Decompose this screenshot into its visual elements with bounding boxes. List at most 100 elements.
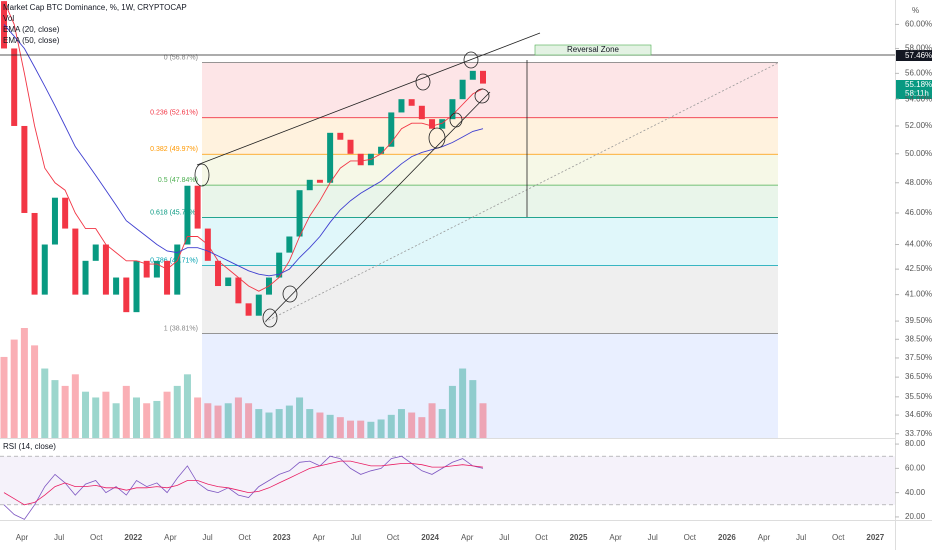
candle-body: [306, 179, 313, 191]
candle-body: [347, 139, 354, 154]
volume-bar: [316, 412, 324, 438]
x-tick-label: 2026: [718, 533, 736, 542]
price-tag: [896, 80, 932, 99]
candle-body: [480, 70, 486, 84]
candle-body: [143, 260, 150, 278]
candle-body: [215, 260, 222, 287]
fib-label: 0.5 (47.84%): [158, 177, 198, 184]
volume-bar: [204, 403, 212, 438]
y-tick-label: 36.50%: [905, 372, 932, 381]
candle-body: [378, 146, 385, 154]
volume-bar: [336, 417, 344, 438]
x-tick-label: Oct: [535, 533, 548, 542]
x-tick-label: Apr: [758, 533, 771, 542]
x-tick-label: Jul: [648, 533, 658, 542]
x-tick-label: Oct: [90, 533, 103, 542]
volume-bar: [92, 397, 100, 438]
y-tick-label: 48.00%: [905, 178, 932, 187]
fib-zone: [202, 117, 778, 155]
volume-bar: [51, 380, 59, 438]
circle: [194, 163, 210, 187]
candle-body: [11, 48, 18, 126]
x-tick-label: Jul: [499, 533, 509, 542]
volume-bar: [41, 368, 49, 438]
candle-body: [153, 260, 160, 278]
candle-body: [225, 277, 232, 287]
circle: [449, 112, 463, 128]
circle: [428, 127, 446, 149]
volume-bar: [459, 368, 467, 438]
y-tick-label: 46.00%: [905, 208, 932, 217]
candle-body: [113, 277, 120, 295]
x-tick-label: Apr: [609, 533, 622, 542]
unit-label: %: [912, 6, 919, 15]
volume-bar: [387, 414, 395, 438]
volume-bar: [224, 403, 232, 438]
volume-bar: [367, 421, 375, 438]
volume-bar: [306, 409, 314, 438]
candle-body: [72, 228, 79, 295]
wedge-upper: [196, 32, 541, 166]
x-tick-label: Jul: [202, 533, 212, 542]
y-tick-label: 38.50%: [905, 334, 932, 343]
candle-body: [276, 252, 283, 278]
volume-bar: [82, 391, 90, 438]
volume-bar: [194, 397, 202, 438]
candle-body: [174, 244, 181, 295]
volume-bar: [20, 328, 28, 438]
volume-bar: [214, 405, 222, 438]
x-tick-label: Oct: [238, 533, 251, 542]
volume-bar: [132, 397, 140, 438]
x-tick-label: 2023: [273, 533, 291, 542]
candle-body: [62, 197, 69, 229]
rsi-band: [0, 456, 895, 505]
candle-body: [235, 277, 242, 304]
candle-body: [31, 212, 38, 295]
candle-body: [184, 185, 191, 245]
fib-label: 0.382 (49.97%): [150, 146, 198, 153]
y-tick-label: 34.60%: [905, 410, 932, 419]
x-tick-label: Apr: [313, 533, 326, 542]
fib-zone: [202, 333, 778, 438]
candle-body: [123, 277, 130, 313]
volume-bar: [479, 403, 487, 438]
circle: [474, 88, 490, 104]
x-tick-label: Jul: [796, 533, 806, 542]
y-tick-label: 39.50%: [905, 316, 932, 325]
circle: [262, 308, 278, 328]
x-tick-label: Jul: [54, 533, 64, 542]
volume-bar: [71, 374, 79, 438]
y-tick-label: 52.00%: [905, 121, 932, 130]
y-tick-label: 44.00%: [905, 240, 932, 249]
y-tick-label: 42.50%: [905, 264, 932, 273]
y-tick-label: 50.00%: [905, 149, 932, 158]
x-tick-label: Jul: [351, 533, 361, 542]
volume-bar: [173, 385, 181, 438]
y-tick-label: 37.50%: [905, 353, 932, 362]
legend-item: EMA (50, close): [3, 36, 60, 45]
x-tick-label: Apr: [16, 533, 29, 542]
volume-bar: [265, 412, 273, 438]
fib-zone: [202, 265, 778, 334]
x-tick-label: Oct: [684, 533, 697, 542]
line: [3, 24, 484, 277]
annotation: Reversal Zone: [567, 45, 620, 54]
candle-body: [398, 99, 405, 113]
fib-label: 0.618 (45.71%): [150, 209, 198, 216]
volume-bar: [428, 403, 436, 438]
candle-body: [286, 236, 293, 253]
legend-item: EMA (20, close): [3, 25, 60, 34]
volume-bar: [153, 400, 161, 438]
candle-body: [337, 132, 344, 140]
candle-body: [429, 119, 436, 129]
fib-label: 0 (56.87%): [164, 54, 198, 61]
fib-label: 0.236 (52.61%): [150, 110, 198, 117]
candle-body: [164, 260, 171, 295]
candle-body: [245, 303, 252, 316]
circle: [415, 73, 431, 91]
candle-body: [102, 244, 109, 295]
volume-bar: [347, 420, 355, 438]
candle-body: [92, 244, 99, 261]
volume-bar: [326, 414, 334, 438]
volume-bar: [31, 345, 39, 438]
